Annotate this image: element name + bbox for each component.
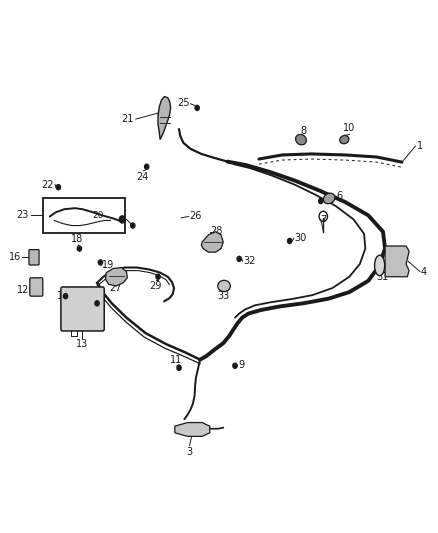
Polygon shape [201, 232, 223, 252]
Text: 20: 20 [90, 215, 102, 225]
Text: 16: 16 [9, 252, 21, 262]
Text: 13: 13 [76, 339, 88, 349]
Ellipse shape [374, 255, 385, 276]
Text: 19: 19 [102, 260, 114, 270]
Circle shape [145, 164, 149, 169]
Circle shape [119, 216, 125, 223]
Circle shape [56, 184, 60, 190]
Text: 8: 8 [300, 126, 306, 136]
FancyBboxPatch shape [43, 198, 125, 233]
Text: 26: 26 [190, 212, 202, 221]
Circle shape [95, 301, 99, 306]
Circle shape [237, 256, 241, 261]
FancyBboxPatch shape [29, 249, 39, 265]
FancyBboxPatch shape [61, 287, 104, 331]
Text: 29: 29 [149, 281, 161, 291]
Text: 9: 9 [328, 195, 335, 205]
Circle shape [156, 274, 160, 279]
Circle shape [98, 260, 102, 265]
Ellipse shape [218, 280, 230, 292]
Text: 24: 24 [136, 172, 148, 182]
FancyBboxPatch shape [30, 278, 43, 296]
Text: 1: 1 [417, 141, 423, 151]
Circle shape [131, 223, 135, 228]
Ellipse shape [296, 134, 307, 145]
Polygon shape [175, 423, 210, 437]
Text: 23: 23 [17, 211, 29, 220]
Text: 14: 14 [57, 291, 70, 301]
Text: 7: 7 [320, 215, 326, 225]
Text: 10: 10 [343, 124, 356, 133]
Text: 31: 31 [376, 272, 388, 281]
Polygon shape [106, 268, 127, 286]
Text: 6: 6 [337, 191, 343, 201]
Text: 20: 20 [92, 211, 103, 220]
Circle shape [233, 363, 237, 368]
Polygon shape [158, 96, 171, 140]
Text: 27: 27 [110, 283, 122, 293]
Circle shape [319, 198, 323, 204]
Circle shape [64, 294, 67, 298]
Text: 4: 4 [421, 266, 427, 277]
Text: 12: 12 [17, 285, 29, 295]
Text: 18: 18 [71, 235, 83, 245]
Text: 32: 32 [244, 256, 256, 266]
Text: 21: 21 [122, 114, 134, 124]
Text: 22: 22 [42, 180, 54, 190]
Circle shape [177, 365, 181, 370]
Ellipse shape [323, 193, 335, 204]
Ellipse shape [340, 135, 349, 144]
Text: 33: 33 [217, 291, 230, 301]
Text: 25: 25 [177, 98, 190, 108]
Circle shape [287, 238, 292, 244]
Circle shape [77, 246, 81, 251]
Circle shape [195, 106, 199, 110]
Text: 28: 28 [211, 225, 223, 236]
Polygon shape [385, 246, 409, 277]
Text: 15: 15 [89, 309, 101, 318]
Text: 3: 3 [187, 447, 193, 457]
Text: 9: 9 [238, 360, 244, 370]
Text: 30: 30 [295, 233, 307, 244]
Text: 11: 11 [170, 355, 182, 365]
